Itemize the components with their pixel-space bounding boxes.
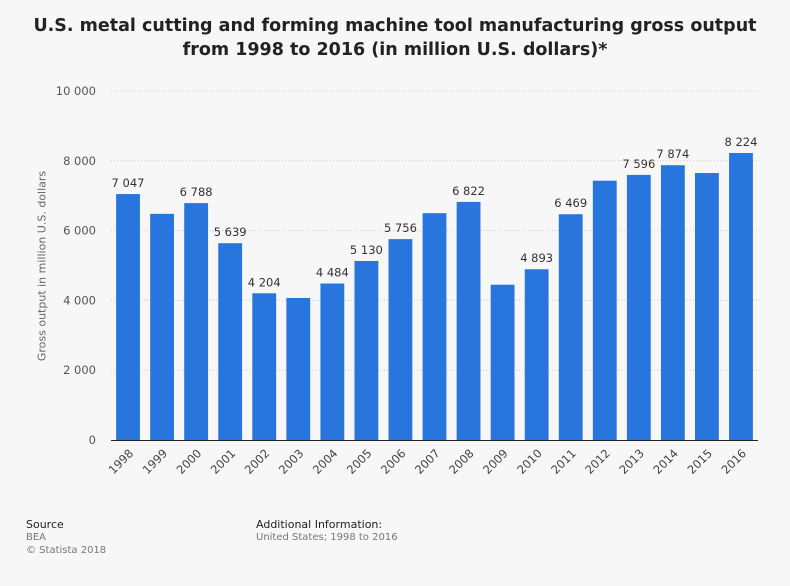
x-tick-label: 2003 — [276, 446, 307, 477]
source-heading: Source — [26, 518, 64, 531]
bar — [184, 203, 209, 440]
data-label: 8 224 — [725, 135, 758, 149]
source-block: Source BEA © Statista 2018 — [26, 518, 106, 557]
data-label: 5 756 — [384, 221, 417, 235]
data-label: 7 874 — [656, 147, 689, 161]
chart-title: U.S. metal cutting and forming machine t… — [33, 16, 757, 60]
x-tick-label: 2005 — [344, 446, 375, 477]
bar — [558, 214, 583, 440]
bar — [729, 152, 753, 440]
data-label: 4 204 — [248, 275, 281, 289]
bar — [150, 213, 174, 440]
bar — [422, 213, 447, 440]
data-label: 6 788 — [180, 185, 213, 199]
x-tick-label: 1999 — [140, 446, 171, 477]
data-label: 4 484 — [316, 266, 349, 280]
source-name: BEA — [26, 532, 47, 543]
bar — [592, 180, 617, 440]
bar — [320, 283, 345, 440]
copyright-text: © Statista 2018 — [26, 545, 107, 556]
y-tick-label: 0 — [89, 433, 96, 447]
x-tick-label: 2008 — [446, 446, 477, 477]
bar — [252, 293, 277, 440]
bar — [456, 201, 481, 440]
x-tick-label: 2014 — [650, 446, 681, 477]
x-tick-label: 2011 — [548, 446, 579, 477]
x-tick-label: 1998 — [106, 446, 137, 477]
additional-info-text: United States; 1998 to 2016 — [256, 532, 398, 543]
data-label: 7 596 — [622, 157, 655, 171]
additional-info-block: Additional Information: United States; 1… — [256, 518, 398, 544]
x-tick-label: 2002 — [242, 446, 273, 477]
x-tick-label: 2001 — [208, 446, 239, 477]
bar — [388, 239, 413, 440]
y-tick-label: 10 000 — [56, 84, 96, 98]
y-tick-label: 6 000 — [63, 224, 96, 238]
bar — [286, 297, 311, 440]
x-tick-label: 2006 — [378, 446, 409, 477]
y-axis-label: Gross output in million U.S. dollars — [35, 170, 49, 362]
bar — [660, 165, 685, 441]
x-tick-label: 2016 — [718, 446, 749, 477]
x-tick-label: 2012 — [582, 446, 613, 477]
x-tick-label: 2004 — [310, 446, 341, 477]
x-tick-label: 2000 — [174, 446, 205, 477]
bar — [626, 174, 651, 440]
bar — [524, 269, 549, 440]
y-tick-label: 8 000 — [63, 154, 96, 168]
x-tick-label: 2009 — [480, 446, 511, 477]
data-label: 4 893 — [520, 251, 553, 265]
x-tick-label: 2010 — [514, 446, 545, 477]
data-label: 6 469 — [554, 196, 587, 210]
data-label: 7 047 — [112, 176, 145, 190]
data-label: 5 130 — [350, 243, 383, 257]
bar — [490, 284, 515, 440]
bar — [695, 173, 719, 440]
additional-info-heading: Additional Information: — [256, 518, 383, 531]
data-label: 5 639 — [214, 225, 247, 239]
x-tick-label: 2007 — [412, 446, 443, 477]
x-tick-label: 2015 — [684, 446, 715, 477]
bar — [354, 260, 379, 440]
data-label: 6 822 — [452, 184, 485, 198]
y-tick-label: 4 000 — [63, 293, 96, 307]
y-tick-label: 2 000 — [63, 363, 96, 377]
bar — [218, 243, 243, 440]
bar — [116, 194, 140, 440]
x-tick-label: 2013 — [616, 446, 647, 477]
